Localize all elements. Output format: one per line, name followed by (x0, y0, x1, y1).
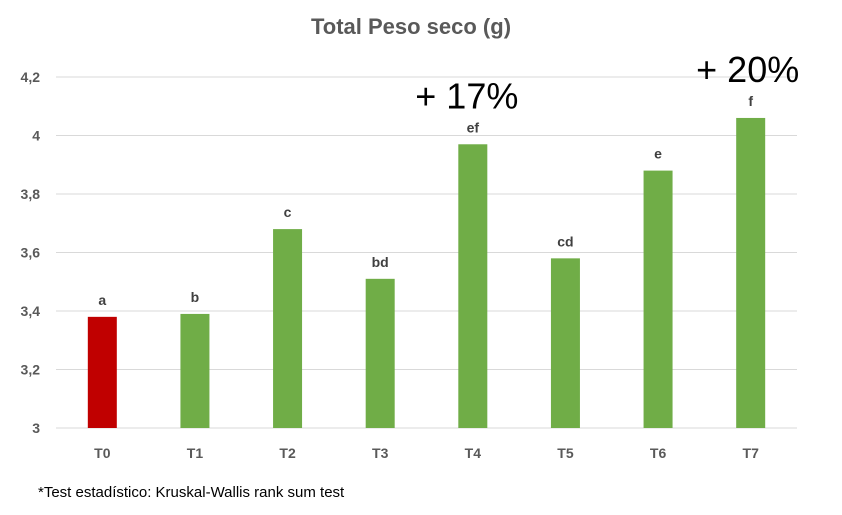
data-label-t6: e (654, 146, 662, 162)
annotations: + 17% + 20% (415, 49, 799, 116)
gridlines (56, 76, 797, 370)
footnote: *Test estadístico: Kruskal-Wallis rank s… (38, 484, 345, 501)
data-label-t0: a (98, 292, 106, 308)
category-label: T0 (94, 445, 111, 461)
data-label-t5: cd (557, 233, 573, 249)
bars (87, 117, 766, 428)
bar-t0 (87, 316, 117, 428)
y-tick-label: 3 (32, 420, 40, 436)
bar-t2 (273, 229, 303, 428)
y-tick-label: 4 (32, 128, 40, 144)
y-tick-label: 3,2 (21, 362, 41, 378)
bar-t7 (736, 117, 766, 428)
data-label-t3: bd (372, 254, 389, 270)
category-label: T6 (650, 445, 667, 461)
bar-t5 (550, 258, 580, 428)
y-tick-label: 3,4 (21, 303, 41, 319)
category-label: T2 (279, 445, 296, 461)
bar-t4 (458, 144, 488, 428)
data-label-t1: b (191, 289, 200, 305)
bar-t1 (180, 313, 210, 428)
y-tick-label: 3,8 (21, 186, 41, 202)
category-label: T4 (465, 445, 482, 461)
category-label: T5 (557, 445, 574, 461)
y-tick-label: 3,6 (21, 245, 41, 261)
chart-title: Total Peso seco (g) (311, 14, 511, 39)
category-label: T3 (372, 445, 389, 461)
annotation-t4: + 17% (415, 75, 518, 116)
category-label: T7 (743, 445, 760, 461)
data-label-t2: c (284, 204, 292, 220)
data-label-t4: ef (467, 119, 480, 135)
bar-t6 (643, 170, 673, 428)
annotation-t7: + 20% (696, 49, 799, 90)
x-axis-categories: T0 T1 T2 T3 T4 T5 T6 T7 (94, 445, 759, 461)
y-axis-ticks: 3 3,2 3,4 3,6 3,8 4 4,2 (21, 69, 41, 436)
y-tick-label: 4,2 (21, 69, 41, 85)
bar-t3 (365, 278, 395, 428)
category-label: T1 (187, 445, 204, 461)
data-label-t7: f (748, 93, 753, 109)
